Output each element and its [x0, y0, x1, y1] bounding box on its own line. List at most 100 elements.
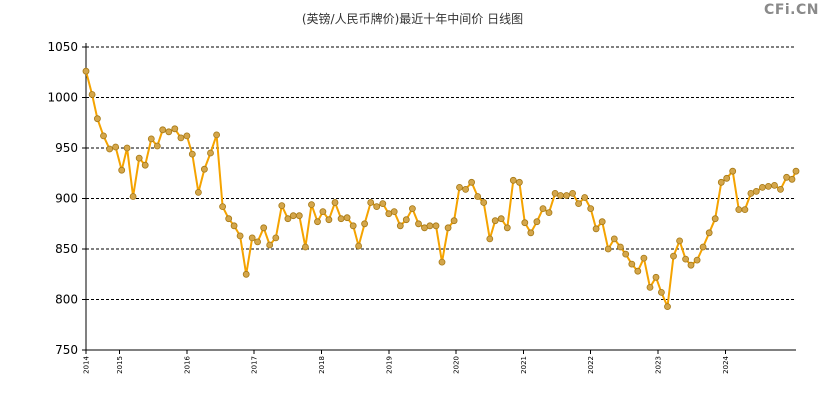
series-line — [85, 70, 797, 308]
data-point — [123, 144, 131, 152]
data-point — [177, 134, 185, 142]
data-point — [545, 209, 553, 217]
data-point — [88, 91, 96, 98]
data-point — [284, 215, 292, 223]
data-point — [592, 225, 600, 233]
data-point — [628, 260, 636, 268]
data-point — [319, 208, 327, 216]
y-tick-label: 800 — [55, 293, 78, 307]
data-point — [260, 224, 268, 232]
y-tick-label: 750 — [55, 343, 78, 357]
data-point — [159, 126, 167, 134]
data-point — [462, 185, 470, 193]
x-tick-label: 2015 — [116, 356, 124, 374]
data-point — [94, 115, 101, 123]
data-point — [587, 205, 595, 213]
data-point — [491, 217, 499, 225]
data-point — [266, 241, 274, 249]
data-point — [723, 174, 731, 182]
series — [82, 67, 800, 311]
data-point — [118, 166, 126, 174]
data-point — [598, 218, 606, 226]
data-point — [693, 256, 701, 264]
data-point — [426, 222, 434, 230]
data-point — [741, 206, 749, 214]
data-point — [777, 185, 784, 193]
data-point — [272, 234, 280, 242]
data-point — [106, 145, 113, 153]
chart-title: (英镑/人民币牌价)最近十年中间价 日线图 — [301, 12, 524, 26]
data-point — [213, 131, 221, 139]
data-point — [444, 224, 452, 232]
data-point — [355, 242, 363, 250]
data-point — [135, 154, 143, 162]
data-point — [759, 183, 766, 191]
x-tick-label: 2019 — [385, 356, 393, 374]
data-point — [652, 273, 660, 281]
data-point — [200, 165, 208, 173]
data-point — [687, 261, 695, 269]
data-point — [527, 229, 535, 237]
data-point — [82, 67, 90, 75]
data-point — [361, 220, 369, 228]
data-point — [705, 229, 713, 237]
data-point — [289, 212, 297, 220]
data-point — [141, 161, 149, 169]
data-point — [219, 203, 227, 211]
data-point — [563, 192, 570, 199]
data-point — [634, 267, 642, 275]
data-point — [610, 235, 618, 243]
data-point — [670, 252, 677, 260]
data-point — [147, 135, 155, 143]
data-point — [343, 214, 351, 222]
site-logo: CFi.CN — [764, 2, 819, 18]
data-point — [230, 222, 238, 230]
data-point — [788, 175, 796, 183]
axes: 750 800 850 900 950 1000 1050 2014 2015 2016 2017 2… — [47, 40, 796, 374]
x-tick-label: 2024 — [722, 355, 730, 373]
data-point — [752, 187, 760, 195]
data-point — [432, 222, 440, 230]
x-tick-label: 2014 — [83, 355, 91, 373]
data-point — [604, 245, 612, 253]
data-point — [456, 183, 463, 191]
data-point — [396, 222, 404, 230]
data-point — [254, 238, 262, 246]
data-point — [112, 143, 119, 151]
data-point — [278, 202, 286, 210]
data-point — [438, 258, 446, 266]
data-point — [129, 193, 137, 200]
data-point — [373, 203, 381, 211]
data-point — [557, 192, 564, 199]
data-point — [640, 254, 648, 262]
data-point — [486, 235, 494, 243]
data-point — [676, 237, 683, 245]
data-point — [194, 188, 202, 196]
y-tick-label: 1050 — [47, 40, 78, 54]
data-point — [617, 243, 624, 251]
data-point — [100, 132, 107, 140]
data-point — [225, 215, 233, 223]
x-tick-label: 2021 — [520, 356, 528, 374]
x-tick-label: 2022 — [587, 356, 595, 374]
data-point — [379, 200, 387, 208]
data-point — [497, 215, 505, 223]
data-point — [765, 182, 772, 190]
data-point — [183, 132, 191, 140]
y-tick-label: 950 — [55, 141, 78, 155]
data-point — [521, 219, 529, 227]
x-tick-label: 2020 — [453, 356, 461, 374]
data-point — [729, 167, 737, 175]
data-point — [165, 128, 173, 136]
x-tick-label: 2016 — [183, 355, 191, 373]
data-point — [480, 199, 488, 206]
data-point — [717, 178, 725, 186]
data-point — [658, 288, 665, 296]
data-point — [792, 167, 800, 175]
data-point — [349, 222, 357, 230]
data-point — [468, 178, 476, 186]
data-point — [337, 215, 345, 223]
data-point — [367, 199, 375, 206]
data-point — [569, 189, 576, 197]
